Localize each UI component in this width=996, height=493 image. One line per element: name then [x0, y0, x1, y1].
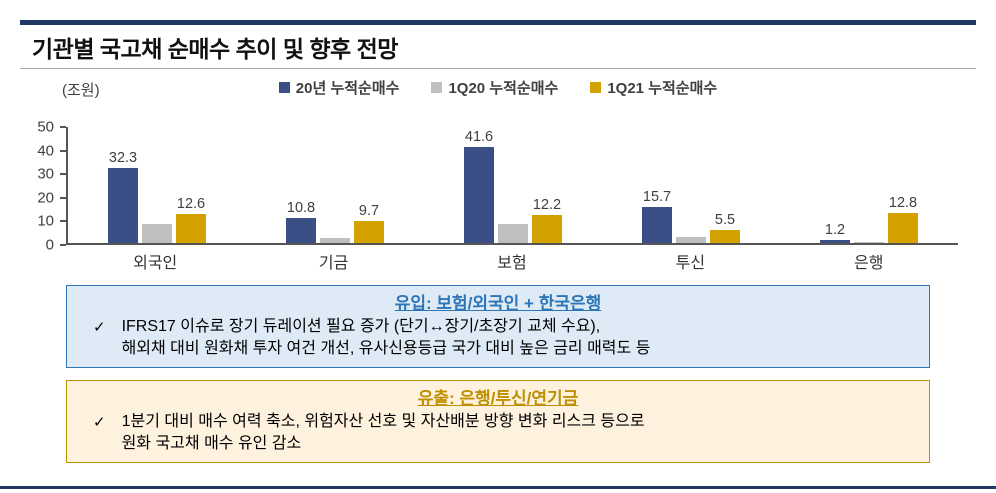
top-divider	[20, 20, 976, 25]
bar: 12.6	[176, 196, 206, 243]
bar: 1.2	[820, 222, 850, 243]
outflow-text-line1: 1분기 대비 매수 여력 축소, 위험자산 선호 및 자산배분 방향 변화 리스…	[121, 413, 645, 431]
inflow-text-line1: IFRS17 이슈로 장기 듀레이션 필요 증가 (단기↔장기/초장기 교체 수…	[121, 318, 601, 335]
inflow-box-body: ✓ IFRS17 이슈로 장기 듀레이션 필요 증가 (단기↔장기/초장기 교체…	[77, 316, 919, 359]
legend-label: 1Q21 누적순매수	[607, 80, 718, 97]
bar-value-label: 41.6	[464, 128, 494, 145]
bar: 10.8	[286, 200, 316, 243]
bar: 41.6	[464, 129, 494, 243]
legend-label: 1Q20 누적순매수	[448, 80, 559, 97]
check-icon: ✓	[93, 414, 106, 432]
legend-swatch	[278, 82, 290, 93]
outflow-text-line2: 원화 국고채 매수 유인 감소	[121, 434, 302, 452]
inflow-box-title: 유입: 보험/외국인 + 한국은행	[394, 294, 602, 313]
legend-item: 1Q21 누적순매수	[590, 77, 717, 98]
legend-swatch	[431, 82, 443, 93]
bar: 32.3	[108, 150, 138, 243]
plot-area: 32.3 12.6 10.8 9.7 41.6 12.2 15.7 5.5 1.2 12.8	[66, 127, 958, 245]
report-slide: 기관별 국고채 순매수 추이 및 향후 전망 (조원) 20년 누적순매수 1Q2…	[0, 20, 996, 493]
bar-group: 41.6 12.2	[464, 127, 562, 243]
legend-item: 1Q20 누적순매수	[431, 77, 558, 98]
y-axis: 0 10 20 30 40 50	[20, 119, 66, 254]
y-tick-mark	[60, 149, 66, 152]
y-tick-mark	[60, 220, 66, 223]
bar: 15.7	[642, 189, 672, 243]
y-tick-label: 20	[37, 189, 54, 207]
outflow-box-title: 유출: 은행/투신/연기금	[417, 389, 579, 409]
bar-value-label: 12.2	[532, 196, 562, 213]
x-axis: 외국인 기금 보험 투신 은행	[66, 249, 976, 273]
bar-group: 15.7 5.5	[642, 127, 740, 243]
outflow-box-body: ✓ 1분기 대비 매수 여력 축소, 위험자산 선호 및 자산배분 방향 변화 …	[77, 411, 919, 454]
y-tick-mark	[60, 196, 66, 199]
bar: 5.5	[710, 212, 740, 243]
bar-value-label: 15.7	[642, 188, 672, 205]
bar-group: 32.3 12.6	[108, 127, 206, 243]
y-tick-mark	[60, 244, 66, 246]
outflow-box: 유출: 은행/투신/연기금 ✓ 1분기 대비 매수 여력 축소, 위험자산 선호…	[66, 380, 930, 464]
y-tick-mark	[60, 173, 66, 176]
y-tick-label: 30	[37, 165, 54, 183]
legend-item: 20년 누적순매수	[278, 77, 400, 98]
x-category-label: 보험	[497, 255, 527, 272]
x-category-label: 외국인	[133, 255, 178, 272]
axis-unit-label: (조원)	[62, 82, 100, 99]
y-tick-label: 50	[37, 118, 54, 136]
bar-group: 10.8 9.7	[286, 127, 384, 243]
bar	[676, 237, 706, 243]
bar-value-label: 12.6	[176, 195, 206, 212]
bar	[142, 224, 172, 243]
bar	[320, 238, 350, 243]
bar	[854, 242, 884, 243]
title-divider	[20, 68, 976, 69]
y-tick-label: 10	[37, 212, 54, 230]
x-category-label: 은행	[854, 255, 884, 272]
bar	[498, 224, 528, 243]
check-icon: ✓	[93, 319, 106, 336]
inflow-text-line2: 해외채 대비 원화채 투자 여건 개선, 유사신용등급 국가 대비 높은 금리 …	[121, 339, 651, 357]
y-tick-mark	[60, 126, 66, 128]
chart-legend: 20년 누적순매수 1Q20 누적순매수 1Q21 누적순매수	[20, 75, 976, 98]
inflow-box: 유입: 보험/외국인 + 한국은행 ✓ IFRS17 이슈로 장기 듀레이션 필…	[66, 285, 930, 369]
bar: 12.2	[532, 197, 562, 243]
legend-label: 20년 누적순매수	[295, 80, 400, 97]
bottom-divider	[0, 486, 996, 489]
bar-group: 1.2 12.8	[820, 127, 918, 243]
bar-value-label: 10.8	[286, 199, 316, 216]
bar-value-label: 32.3	[108, 150, 138, 167]
x-category-label: 투신	[675, 255, 706, 272]
bar-value-label: 9.7	[358, 202, 380, 219]
legend-swatch	[590, 82, 602, 93]
bar: 12.8	[888, 195, 918, 243]
chart-body: 0 10 20 30 40 50 32.3 12.6 10.8 9.7 41.6 12.2 15.7 5…	[20, 119, 976, 254]
page-title: 기관별 국고채 순매수 추이 및 향후 전망	[32, 36, 398, 62]
bar-value-label: 12.8	[888, 195, 918, 212]
x-category-label: 기금	[318, 255, 349, 272]
chart-header: (조원) 20년 누적순매수 1Q20 누적순매수 1Q21 누적순매수	[20, 75, 976, 101]
bar-chart: (조원) 20년 누적순매수 1Q20 누적순매수 1Q21 누적순매수 0 10 20…	[20, 75, 976, 273]
bar-value-label: 1.2	[824, 222, 846, 239]
y-tick-label: 0	[45, 236, 54, 254]
y-tick-label: 40	[37, 142, 54, 160]
bar-value-label: 5.5	[714, 212, 736, 229]
bar: 9.7	[354, 203, 384, 243]
